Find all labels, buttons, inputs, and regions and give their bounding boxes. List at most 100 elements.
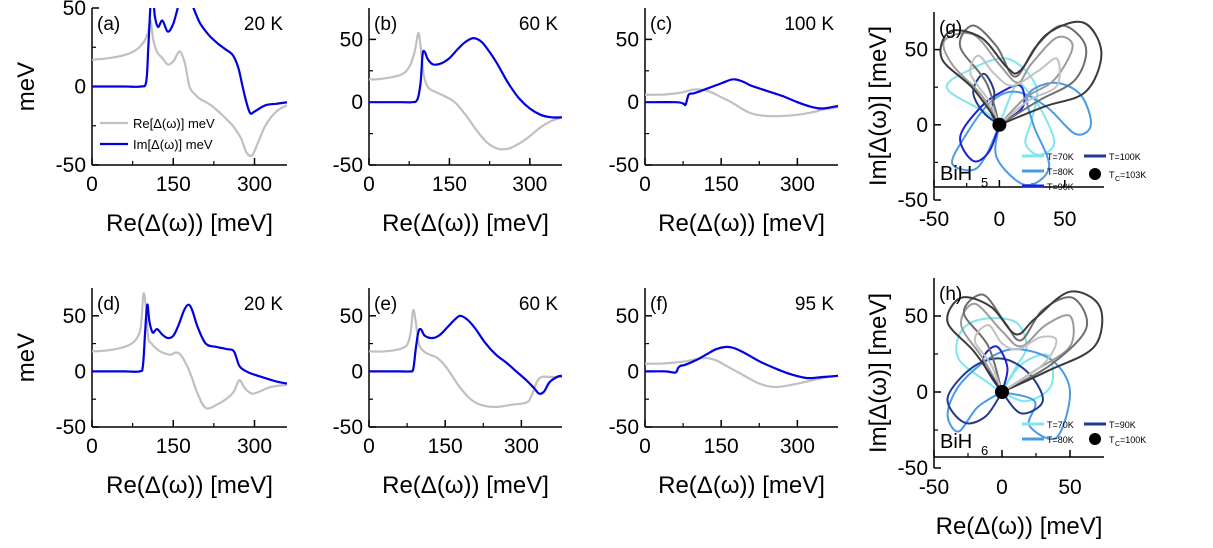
- x-tick-label: 0: [996, 476, 1008, 499]
- y-tick-label: 50: [905, 305, 928, 328]
- legend-tc-marker: [1089, 168, 1101, 180]
- x-tick-label: 300: [504, 435, 539, 458]
- legend-label: C: [1115, 176, 1120, 183]
- legend-label: T: [1109, 435, 1115, 445]
- series-line-e-0: [369, 308, 562, 409]
- panel-label: (g): [939, 18, 962, 39]
- y-tick-label: -50: [898, 457, 928, 480]
- x-tick-label: 150: [428, 435, 463, 458]
- x-axis-label: Re(Δ(ω)) [meV]: [382, 472, 549, 499]
- legend-label: T: [1109, 170, 1115, 180]
- y-tick-label: 50: [905, 39, 928, 62]
- series-line-c-1: [645, 78, 838, 110]
- x-tick-label: 0: [86, 173, 98, 196]
- material-label: BiH: [940, 431, 972, 453]
- y-tick-label: 0: [74, 360, 86, 383]
- x-tick-label: 0: [994, 208, 1006, 231]
- x-tick-label: 0: [363, 435, 375, 458]
- panel-label: (b): [374, 14, 397, 35]
- series-line-b-1: [369, 36, 562, 119]
- material-label: BiH: [940, 163, 972, 185]
- x-tick-label: 0: [86, 435, 98, 458]
- y-tick-label: 50: [616, 305, 639, 328]
- series-line-d-0: [92, 292, 287, 410]
- series-group: [645, 345, 838, 389]
- series-group: [939, 20, 1103, 187]
- x-tick-label: -50: [919, 208, 949, 231]
- series-line-g-4: [942, 32, 1074, 126]
- x-tick-label: 150: [704, 173, 739, 196]
- legend-g: BiH 5 T=70K T=80K T=90K T=100K T C =103K: [940, 152, 1146, 192]
- x-tick-label: 150: [156, 173, 191, 196]
- temperature-label: 100 K: [784, 14, 834, 35]
- x-tick-label: 150: [704, 435, 739, 458]
- y-tick-label: 0: [351, 91, 363, 114]
- legend-label: =100K: [1120, 435, 1146, 445]
- panel-label: (d): [97, 294, 120, 315]
- legend-a: Re[Δ(ω)] meV Im[Δ(ω)] meV: [100, 116, 215, 152]
- x-tick-label: 300: [780, 435, 815, 458]
- y-axis-label: Im[Δ(ω)] [meV]: [865, 26, 892, 186]
- series-line-a-1: [92, 8, 287, 115]
- legend-label: T=80K: [1047, 167, 1074, 177]
- panel-label: (a): [97, 14, 120, 35]
- temperature-label: 20 K: [244, 294, 283, 315]
- series-group: [92, 292, 287, 410]
- temperature-label: 60 K: [519, 14, 558, 35]
- y-tick-label: 50: [340, 305, 363, 328]
- series-group: [92, 8, 287, 158]
- x-tick-label: 150: [432, 173, 467, 196]
- y-tick-label: -50: [56, 416, 86, 439]
- y-tick-label: 0: [627, 91, 639, 114]
- legend-label: =103K: [1120, 170, 1146, 180]
- y-tick-label: 50: [616, 28, 639, 51]
- legend-label: T=80K: [1047, 435, 1074, 445]
- y-tick-label: 0: [916, 381, 928, 404]
- x-tick-label: 300: [237, 173, 272, 196]
- series-group: [369, 308, 562, 409]
- legend-label: Re[Δ(ω)] meV: [133, 116, 215, 131]
- series-line-h-7: [973, 324, 1058, 393]
- legend-label: T=100K: [1109, 152, 1141, 162]
- x-axis-label: Re(Δ(ω)) [meV]: [106, 472, 273, 499]
- y-tick-label: -50: [609, 154, 639, 177]
- series-group: [369, 31, 562, 151]
- x-axis-label: Re(Δ(ω)) [meV]: [382, 210, 549, 237]
- temperature-label: 20 K: [244, 14, 283, 35]
- y-tick-label: -50: [333, 154, 363, 177]
- x-tick-label: 0: [639, 173, 651, 196]
- temperature-label: 95 K: [795, 294, 834, 315]
- y-tick-label: 0: [627, 360, 639, 383]
- panel-label: (h): [939, 284, 962, 305]
- series-line-h-4: [960, 302, 1075, 393]
- y-tick-label: -50: [333, 416, 363, 439]
- series-line-f-0: [645, 356, 838, 389]
- series-line-g-2: [959, 84, 1026, 163]
- y-axis-label: Im[Δ(ω)] [meV]: [865, 293, 892, 453]
- y-tick-label: 50: [63, 0, 86, 20]
- series-group: [645, 78, 838, 118]
- y-tick-label: -50: [56, 154, 86, 177]
- series-line-b-0: [369, 31, 562, 151]
- y-tick-label: 0: [74, 76, 86, 99]
- panel-label: (f): [650, 294, 668, 315]
- x-tick-label: 300: [780, 173, 815, 196]
- x-tick-label: 0: [639, 435, 651, 458]
- temperature-label: 60 K: [519, 294, 558, 315]
- y-tick-label: 0: [916, 114, 928, 137]
- x-tick-label: 300: [237, 435, 272, 458]
- series-line-g-6: [939, 20, 1103, 126]
- x-tick-label: 50: [1058, 476, 1081, 499]
- x-tick-label: 50: [1053, 208, 1076, 231]
- series-group: [946, 290, 1104, 440]
- panel-label: (e): [374, 294, 397, 315]
- legend-tc-marker: [1089, 433, 1101, 445]
- material-subscript: 6: [981, 443, 988, 458]
- series-line-h-6: [946, 290, 1104, 393]
- series-line-c-0: [645, 88, 838, 118]
- tc-point-marker: [995, 385, 1009, 399]
- legend-h: BiH 6 T=70K T=80K T=90K T C =100K: [940, 420, 1146, 458]
